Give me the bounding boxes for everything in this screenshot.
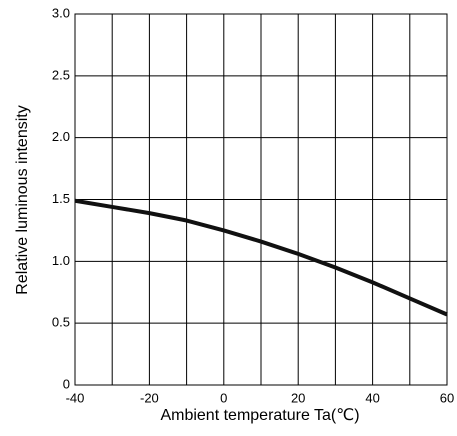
y-tick-label: 3.0 [52, 5, 70, 20]
x-tick-label: -20 [140, 390, 159, 405]
x-tick-label: -40 [66, 390, 85, 405]
y-tick-label: 0.5 [52, 315, 70, 330]
y-tick-label: 0 [63, 376, 70, 391]
x-tick-label: 0 [220, 390, 227, 405]
x-tick-label: 60 [440, 390, 454, 405]
x-axis-label: Ambient temperature Ta(℃) [160, 407, 359, 424]
x-tick-label: 40 [365, 390, 379, 405]
y-axis-label: Relative luminous intensity [14, 105, 31, 294]
y-tick-label: 1.5 [52, 191, 70, 206]
plot-frame [74, 13, 448, 386]
y-tick-label: 2.5 [52, 67, 70, 82]
y-tick-label: 1.0 [52, 253, 70, 268]
y-tick-label: 2.0 [52, 129, 70, 144]
x-tick-label: 20 [291, 390, 305, 405]
data-line [74, 198, 448, 317]
